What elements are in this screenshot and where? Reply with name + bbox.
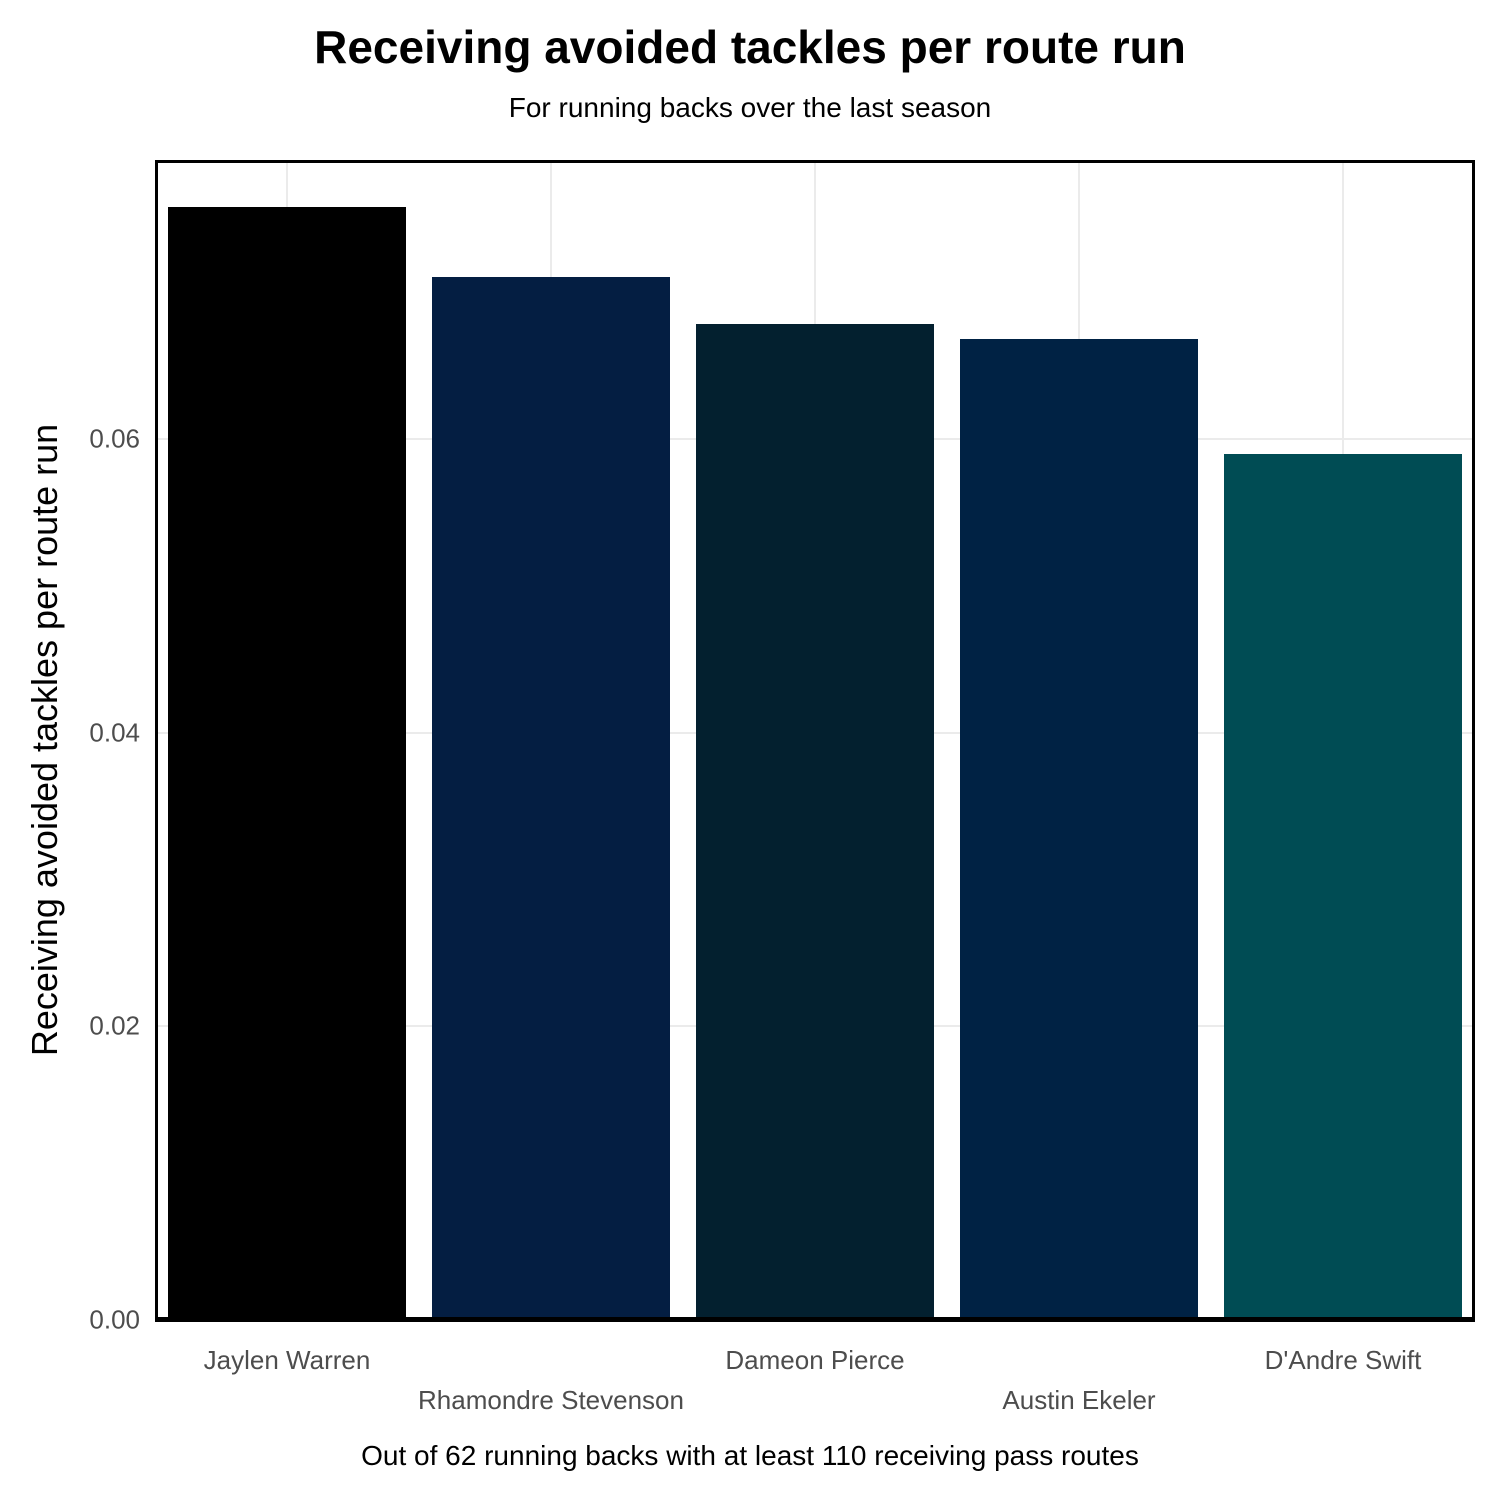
bar (168, 207, 406, 1320)
bar (1224, 454, 1462, 1320)
x-tick-label: Jaylen Warren (204, 1345, 371, 1376)
chart-caption: Out of 62 running backs with at least 11… (0, 1440, 1500, 1472)
bar (696, 324, 934, 1320)
x-tick-label: Austin Ekeler (1002, 1385, 1155, 1416)
chart-subtitle: For running backs over the last season (0, 92, 1500, 124)
y-tick-label: 0.04 (0, 717, 140, 748)
bar (432, 277, 670, 1320)
y-tick-label: 0.02 (0, 1011, 140, 1042)
y-tick-label: 0.00 (0, 1305, 140, 1336)
x-tick-label: Rhamondre Stevenson (418, 1385, 684, 1416)
x-tick-label: Dameon Pierce (725, 1345, 904, 1376)
chart-title: Receiving avoided tackles per route run (0, 20, 1500, 74)
figure: Receiving avoided tackles per route run … (0, 0, 1500, 1500)
x-tick-label: D'Andre Swift (1265, 1345, 1422, 1376)
plot-area (155, 160, 1475, 1320)
bar (960, 339, 1198, 1320)
y-tick-label: 0.06 (0, 423, 140, 454)
x-axis-line (155, 1319, 1475, 1322)
